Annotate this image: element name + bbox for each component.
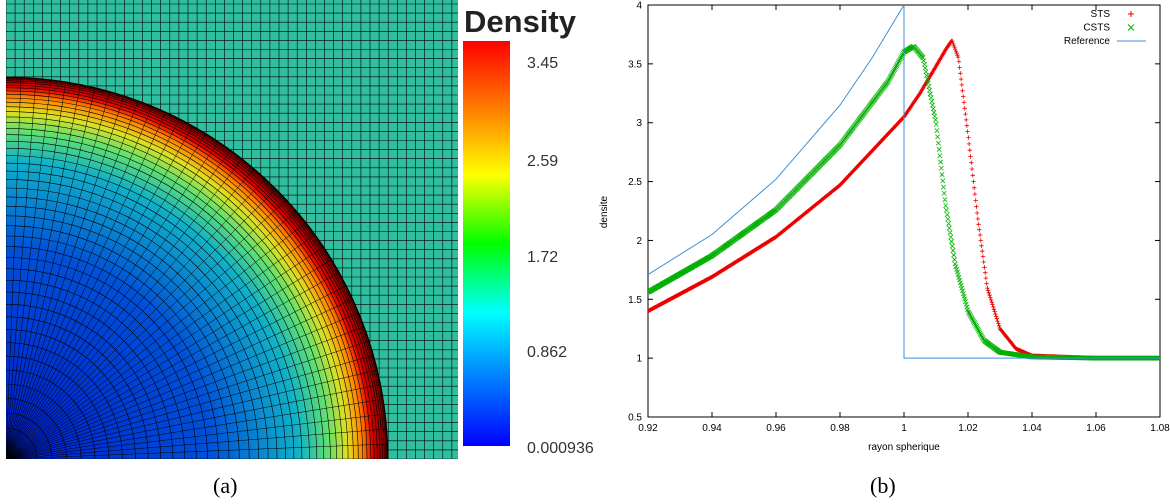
series-reference [648,5,1160,359]
legend-entry: STS [1091,9,1134,20]
y-tick-label: 0.5 [628,413,642,424]
legend-label: STS [1091,9,1111,20]
x-tick-label: 1 [901,423,907,434]
legend-entry: CSTS [1083,23,1135,34]
y-tick-label: 2 [636,236,642,247]
caption-b: (b) [870,473,896,498]
colorbar-tick-label: 0.000936 [527,440,594,457]
density-profile-chart: 0.92 0.94 0.96 0.98 1 1.02 1.04 1.06 1.08 0.5 1 1.5… [599,1,1170,454]
colorbar-tick-label: 3.45 [527,55,558,72]
legend: STS CSTS Reference [1064,9,1146,47]
density-mesh-plot [6,0,458,459]
y-tick-label: 4 [636,1,642,12]
colorbar-gradient [463,41,510,446]
colorbar: Density 3.45 2.59 1.72 0.862 0.000936 [463,4,594,457]
colorbar-tick-label: 0.862 [527,344,567,361]
x-tick-label: 0.92 [638,423,658,434]
y-tick-label: 3 [636,118,642,129]
colorbar-title: Density [464,4,577,39]
disk-mesh [6,76,389,459]
axis-ticks: 0.92 0.94 0.96 0.98 1 1.02 1.04 1.06 1.08 0.5 1 1.5… [628,1,1170,435]
series-layer [648,5,1160,361]
x-tick-label: 1.08 [1150,423,1170,434]
x-tick-label: 0.94 [702,423,722,434]
y-axis-label: densite [599,195,610,228]
x-tick-label: 0.96 [766,423,786,434]
y-tick-label: 2.5 [628,177,642,188]
reference-line [648,5,1160,359]
legend-swatch [1128,11,1134,17]
x-tick-label: 1.04 [1022,423,1042,434]
legend-label: Reference [1064,36,1111,47]
colorbar-tick-label: 2.59 [527,153,558,170]
y-tick-label: 3.5 [628,59,642,70]
legend-swatch [1127,24,1135,31]
colorbar-tick-label: 1.72 [527,249,558,266]
x-tick-label: 0.98 [830,423,850,434]
y-tick-label: 1 [636,354,642,365]
x-axis-label: rayon spherique [868,442,940,453]
y-tick-label: 1.5 [628,295,642,306]
x-tick-label: 1.06 [1086,423,1106,434]
disk-mesh-spokes [6,77,388,459]
legend-label: CSTS [1083,23,1110,34]
caption-a: (a) [213,473,238,498]
legend-entry: Reference [1064,36,1146,47]
x-tick-label: 1.02 [958,423,978,434]
